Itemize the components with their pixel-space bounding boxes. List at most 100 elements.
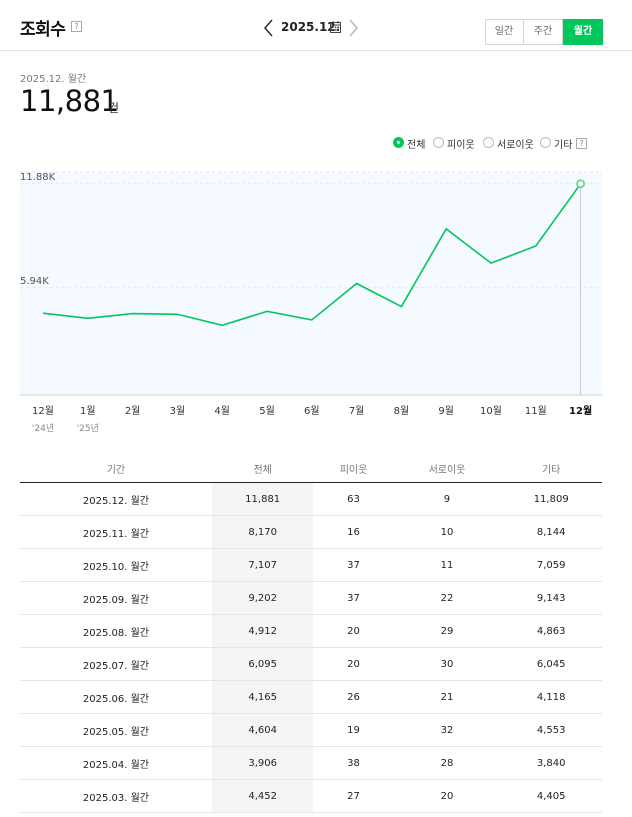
summary-unit: 건 <box>108 101 120 115</box>
table-row: 2025.08. 월간 4,912 20 29 4,863 <box>20 614 602 648</box>
y-tick-label: 5.94K <box>20 276 49 287</box>
table-row: 2025.10. 월간 7,107 37 11 7,059 <box>20 548 602 582</box>
cell-mutual: 30 <box>393 647 501 681</box>
period-tabs: 일간 주간 월간 <box>485 19 603 45</box>
cell-total: 7,107 <box>211 548 314 582</box>
x-tick-label: 4월 <box>214 405 230 417</box>
table-row: 2025.09. 월간 9,202 37 22 9,143 <box>20 581 602 615</box>
cell-mutual: 28 <box>393 746 501 780</box>
cell-neighbor: 37 <box>313 581 394 615</box>
cell-period: 2025.12. 월간 <box>20 482 212 516</box>
cell-total: 11,881 <box>211 482 314 516</box>
table-row: 2025.07. 월간 6,095 20 30 6,045 <box>20 647 602 681</box>
cell-total: 6,095 <box>211 647 314 681</box>
tab-daily[interactable]: 일간 <box>485 19 524 45</box>
cell-period: 2025.04. 월간 <box>20 746 212 780</box>
header-other: 기타 <box>500 455 602 483</box>
x-year-label: '24년 <box>32 423 54 434</box>
stats-table: 기간 전체 피이웃 서로이웃 기타 2025.12. 월간 11,881 63 9 11… <box>20 455 602 813</box>
tab-monthly[interactable]: 월간 <box>563 19 603 45</box>
x-year-label: '25년 <box>77 423 99 434</box>
cell-mutual: 29 <box>393 614 501 648</box>
table-row: 2025.04. 월간 3,906 38 28 3,840 <box>20 746 602 780</box>
line-chart: 11.88K 5.94K 12월 '24년 1월 '25년 2월 3월 4월 5월 6월 7월 8월 9월… <box>20 171 602 434</box>
calendar-icon[interactable] <box>330 21 341 33</box>
cell-period: 2025.03. 월간 <box>20 779 212 813</box>
radio-icon <box>433 137 444 148</box>
highlight-point <box>576 179 586 189</box>
cell-period: 2025.10. 월간 <box>20 548 212 582</box>
table-row: 2025.11. 월간 8,170 16 10 8,144 <box>20 515 602 549</box>
cell-mutual: 22 <box>393 581 501 615</box>
legend-label: 서로이웃 <box>497 140 534 151</box>
cell-other: 11,809 <box>500 482 602 516</box>
cell-neighbor: 20 <box>313 647 394 681</box>
cell-total: 3,906 <box>211 746 314 780</box>
x-tick-label: 12월 <box>32 405 54 417</box>
legend-label: 전체 <box>407 140 426 151</box>
x-tick-label: 3월 <box>170 405 186 417</box>
cell-neighbor: 19 <box>313 713 394 747</box>
legend-label: 피이웃 <box>447 140 475 151</box>
radio-icon <box>540 137 551 148</box>
cell-mutual: 11 <box>393 548 501 582</box>
x-tick-label: 6월 <box>304 405 320 417</box>
help-icon[interactable]: ? <box>71 21 82 32</box>
x-tick-label: 1월 <box>80 405 96 417</box>
cell-mutual: 32 <box>393 713 501 747</box>
page-header: 조회수 ? 2025.12. 일간 주간 월간 <box>0 0 632 51</box>
header-period: 기간 <box>20 455 212 483</box>
cell-total: 9,202 <box>211 581 314 615</box>
plot-background <box>20 172 602 395</box>
cell-total: 4,452 <box>211 779 314 813</box>
cell-total: 8,170 <box>211 515 314 549</box>
chevron-right-icon[interactable] <box>346 17 360 39</box>
tab-weekly[interactable]: 주간 <box>524 19 563 45</box>
cell-other: 8,144 <box>500 515 602 549</box>
cell-total: 4,604 <box>211 713 314 747</box>
cell-neighbor: 63 <box>313 482 394 516</box>
cell-neighbor: 38 <box>313 746 394 780</box>
x-tick-label: 12월 <box>569 405 592 417</box>
page-title: 조회수 <box>20 20 66 40</box>
cell-neighbor: 37 <box>313 548 394 582</box>
help-icon[interactable]: ? <box>576 138 587 149</box>
cell-mutual: 20 <box>393 779 501 813</box>
cell-neighbor: 20 <box>313 614 394 648</box>
cell-neighbor: 26 <box>313 680 394 714</box>
radio-icon <box>483 137 494 148</box>
x-tick-label: 2월 <box>125 405 141 417</box>
header-total: 전체 <box>211 455 314 483</box>
cell-other: 9,143 <box>500 581 602 615</box>
cell-period: 2025.05. 월간 <box>20 713 212 747</box>
header-mutual: 서로이웃 <box>393 455 501 483</box>
table-header-row: 기간 전체 피이웃 서로이웃 기타 <box>20 455 602 483</box>
cell-mutual: 9 <box>393 482 501 516</box>
summary-value: 11,881 <box>20 84 119 118</box>
series-line <box>42 183 582 327</box>
x-tick-label: 5월 <box>259 405 275 417</box>
cell-other: 4,118 <box>500 680 602 714</box>
legend-label: 기타 <box>554 140 573 151</box>
cell-period: 2025.08. 월간 <box>20 614 212 648</box>
table-row: 2025.03. 월간 4,452 27 20 4,405 <box>20 779 602 813</box>
cell-total: 4,912 <box>211 614 314 648</box>
cell-mutual: 21 <box>393 680 501 714</box>
cell-mutual: 10 <box>393 515 501 549</box>
cell-other: 7,059 <box>500 548 602 582</box>
cell-other: 4,863 <box>500 614 602 648</box>
chevron-left-icon[interactable] <box>262 17 276 39</box>
cell-period: 2025.06. 월간 <box>20 680 212 714</box>
x-tick-label: 9월 <box>438 405 454 417</box>
cell-period: 2025.07. 월간 <box>20 647 212 681</box>
x-tick-label: 8월 <box>394 405 410 417</box>
cell-period: 2025.11. 월간 <box>20 515 212 549</box>
cell-neighbor: 16 <box>313 515 394 549</box>
cell-other: 4,405 <box>500 779 602 813</box>
cell-other: 3,840 <box>500 746 602 780</box>
cell-total: 4,165 <box>211 680 314 714</box>
summary-period: 2025.12. 월간 <box>20 74 87 85</box>
x-tick-label: 11월 <box>525 405 547 417</box>
table-row: 2025.12. 월간 11,881 63 9 11,809 <box>20 482 602 516</box>
x-tick-label: 10월 <box>480 405 502 417</box>
